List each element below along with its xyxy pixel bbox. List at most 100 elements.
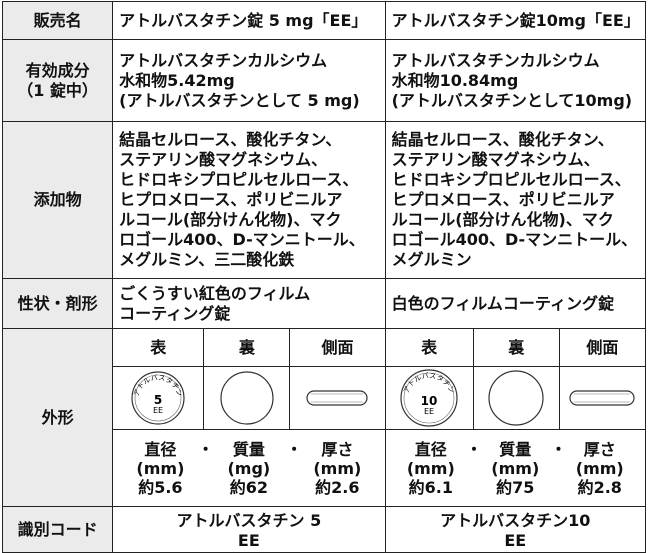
cell: アトルバスタチン10 EE xyxy=(384,506,647,553)
measure-unit: (mg) xyxy=(227,458,271,478)
view-header: 側面 xyxy=(558,328,647,367)
cell: アトルバスタチン錠 5 mg「EE」 xyxy=(112,1,386,40)
image-cell xyxy=(472,366,560,430)
measures-cell: 直径・質量・厚さ (mm) (mg) (mm) 約5.6 約62 約2.6 xyxy=(112,429,386,507)
tablet-side xyxy=(306,390,369,406)
measures: 直径・質量・厚さ (mm) (mm) (mm) 約6.1 約75 約2.8 xyxy=(386,439,644,497)
spacer xyxy=(466,459,480,478)
cell: ごくうすい紅色のフィルム コーティング錠 xyxy=(112,278,386,329)
image-cell: アトルバスタチン 5 EE xyxy=(112,366,205,430)
text-line: ヒプロメロース、ポリビニルア xyxy=(391,190,615,209)
tablet-side xyxy=(569,390,636,406)
measure-name: 直径 xyxy=(144,439,177,459)
view-header: 表 xyxy=(384,328,474,367)
text-line: ルコール(部分けん化物)、マク xyxy=(119,210,342,229)
measure-name: 厚さ xyxy=(321,439,354,459)
measure-value: 約2.8 xyxy=(577,477,622,497)
image-cell xyxy=(558,366,647,430)
text-line: コーティング錠 xyxy=(119,303,231,323)
separator: ・ xyxy=(286,439,303,459)
separator: ・ xyxy=(466,439,483,459)
text-line: アトルバスタチンカルシウム xyxy=(119,50,328,70)
spacer xyxy=(198,478,212,497)
separator: ・ xyxy=(550,439,567,459)
text-line: アトルバスタチンカルシウム xyxy=(391,50,600,70)
measure-unit: (mm) xyxy=(575,458,624,478)
tablet-front: アトルバスタチン 5 EE xyxy=(131,371,185,425)
measure-name: 厚さ xyxy=(583,439,616,459)
text-line: アトルバスタチン10 xyxy=(440,511,591,530)
view-header: 側面 xyxy=(289,328,386,367)
measure-name: 質量 xyxy=(232,439,265,459)
measure-unit: (mm) xyxy=(313,458,362,478)
text-line: ロゴール400、D-マンニトール、 xyxy=(391,230,638,249)
spacer xyxy=(551,478,565,497)
text-line: 有効成分 xyxy=(25,60,90,80)
measure-name: 直径 xyxy=(414,439,447,459)
text-line: ステアリン酸マグネシウム、 xyxy=(391,150,600,169)
cell: 白色のフィルムコーティング錠 xyxy=(384,278,647,329)
view-header: 表 xyxy=(112,328,205,367)
measure-unit: (mm) xyxy=(136,458,185,478)
row-label: 識別コード xyxy=(1,506,114,553)
text-line: ルコール(部分けん化物)、マク xyxy=(391,210,614,229)
spacer xyxy=(198,459,212,478)
image-cell xyxy=(203,366,291,430)
measures: 直径・質量・厚さ (mm) (mg) (mm) 約5.6 約62 約2.6 xyxy=(114,439,384,497)
cell: 結晶セルロース、酸化チタン、 ステアリン酸マグネシウム、 ヒドロキシプロピルセルロー… xyxy=(112,121,386,279)
text-line: メグルミン、三二酸化鉄 xyxy=(119,250,295,269)
text-line: ヒプロメロース、ポリビニルア xyxy=(119,190,343,209)
text-line: 水和物10.84mg xyxy=(391,70,519,90)
text-line: (アトルバスタチンとして10mg) xyxy=(391,90,633,110)
measures-cell: 直径・質量・厚さ (mm) (mm) (mm) 約6.1 約75 約2.8 xyxy=(384,429,647,507)
cell: アトルバスタチン 5 EE xyxy=(112,506,386,553)
row-label: 添加物 xyxy=(1,121,114,279)
measure-value: 約75 xyxy=(496,477,535,497)
image-cell: アトルバスタチン 10 EE xyxy=(384,366,474,430)
text-line: (アトルバスタチンとして 5 mg) xyxy=(119,90,360,110)
cell: 結晶セルロース、酸化チタン、 ステアリン酸マグネシウム、 ヒドロキシプロピルセルロー… xyxy=(384,121,647,279)
measure-unit: (mm) xyxy=(406,458,455,478)
text-line: EE xyxy=(237,531,260,550)
separator: ・ xyxy=(197,439,214,459)
measure-value: 約6.1 xyxy=(408,477,453,497)
text-line: 白色のフィルムコーティング錠 xyxy=(391,293,614,313)
text-line: ロゴール400、D-マンニトール、 xyxy=(119,230,365,249)
measure-value: 約5.6 xyxy=(138,477,183,497)
image-cell xyxy=(289,366,386,430)
row-label: 外形 xyxy=(1,328,114,507)
spacer xyxy=(286,478,300,497)
row-label: 有効成分 （1 錠中） xyxy=(1,39,114,122)
measure-value: 約62 xyxy=(229,477,268,497)
text-line: アトルバスタチン 5 xyxy=(176,511,322,530)
text-line: EE xyxy=(504,531,527,550)
text-line: メグルミン xyxy=(391,250,472,269)
imprint-code: EE xyxy=(153,406,163,415)
view-header: 裏 xyxy=(472,328,560,367)
tablet-front: アトルバスタチン 10 EE xyxy=(400,369,458,427)
spacer xyxy=(551,459,565,478)
measure-unit: (mm) xyxy=(491,458,540,478)
spacer xyxy=(466,478,480,497)
spacer xyxy=(286,459,300,478)
measure-value: 約2.6 xyxy=(315,477,360,497)
cell: アトルバスタチンカルシウム 水和物5.42mg (アトルバスタチンとして 5 mg) xyxy=(112,39,386,122)
text-line: ヒドロキシプロピルセルロース、 xyxy=(391,170,631,189)
cell: アトルバスタチン錠10mg「EE」 xyxy=(384,1,647,40)
text-line: ごくうすい紅色のフィルム xyxy=(119,283,311,303)
imprint-number: 10 xyxy=(421,394,438,408)
imprint-number: 5 xyxy=(154,393,162,407)
text-line: 結晶セルロース、酸化チタン、 xyxy=(119,130,342,149)
text-line: 水和物5.42mg xyxy=(119,70,235,90)
imprint-code: EE xyxy=(424,407,434,416)
tablet-back xyxy=(220,371,274,425)
measure-name: 質量 xyxy=(499,439,532,459)
text-line: ステアリン酸マグネシウム、 xyxy=(119,150,328,169)
text-line: 結晶セルロース、酸化チタン、 xyxy=(391,130,614,149)
row-label: 販売名 xyxy=(1,1,114,40)
view-header: 裏 xyxy=(203,328,291,367)
tablet-back xyxy=(488,370,544,426)
text-line: （1 錠中） xyxy=(17,80,98,100)
